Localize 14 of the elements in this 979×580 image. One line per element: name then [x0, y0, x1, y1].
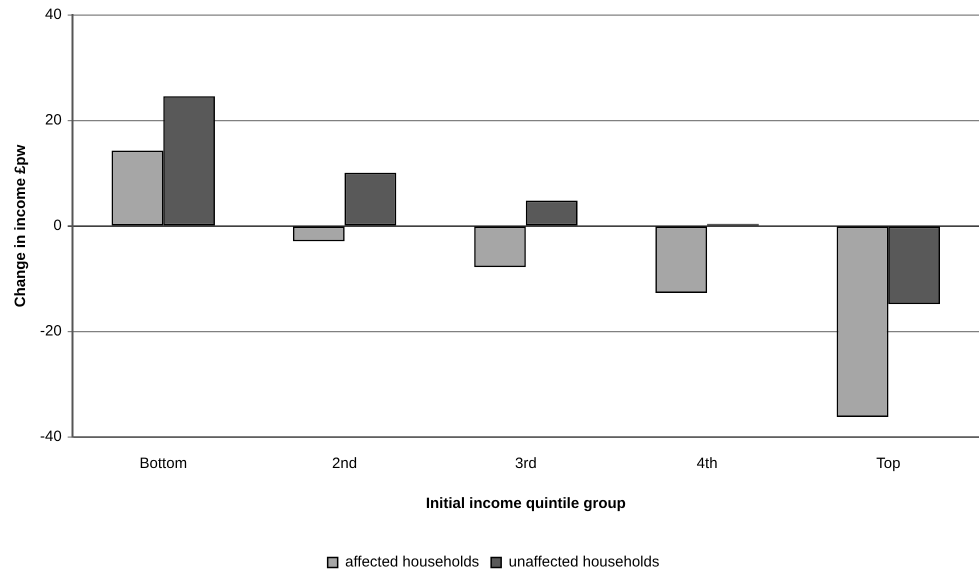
- y-tick-label: 40: [44, 6, 62, 24]
- y-tick-label: 20: [44, 112, 62, 129]
- x-tick-label: 3rd: [514, 455, 537, 472]
- legend-label: affected households: [345, 554, 480, 571]
- x-tick-label: 2nd: [332, 455, 358, 472]
- x-tick-label: Top: [876, 455, 900, 472]
- y-tick-label: -40: [40, 428, 62, 446]
- y-axis-title: Change in income £pw: [12, 144, 30, 308]
- x-axis-title: Initial income quintile group: [426, 495, 626, 512]
- y-tick-label: -20: [40, 322, 62, 340]
- x-tick-label: Bottom: [140, 455, 188, 472]
- y-tick-label: 0: [53, 217, 62, 234]
- legend-label: unaffected households: [508, 554, 660, 571]
- x-tick-label: 4th: [696, 455, 718, 472]
